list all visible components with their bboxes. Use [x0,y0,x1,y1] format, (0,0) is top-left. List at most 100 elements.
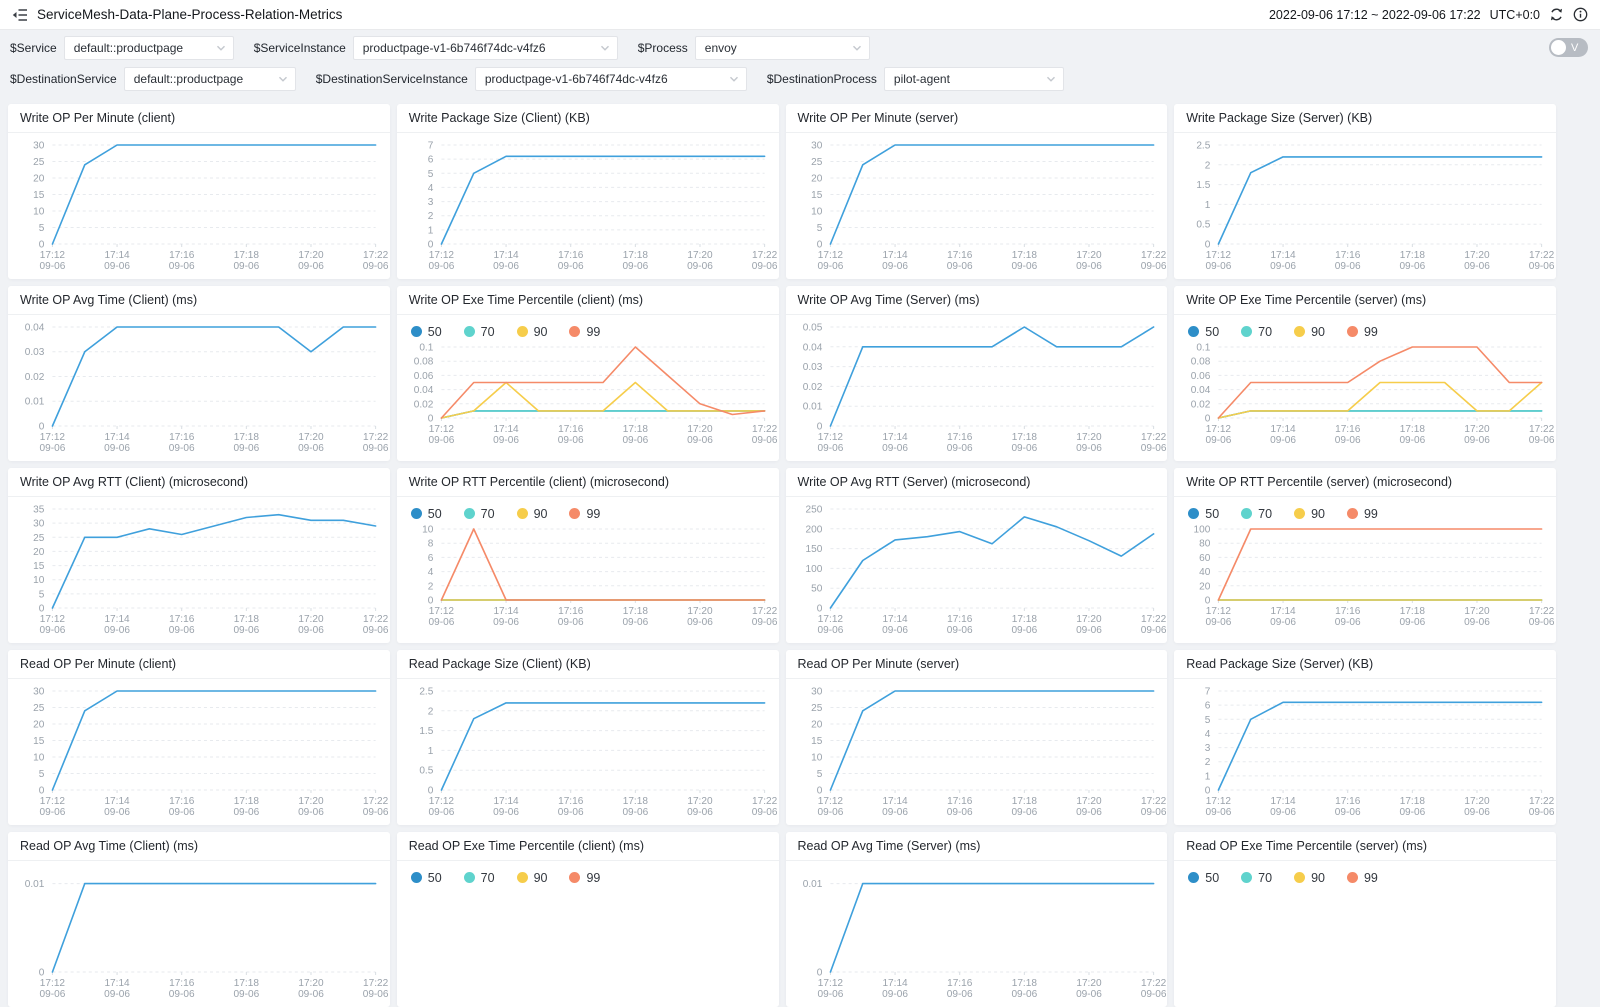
legend-item-p90[interactable]: 90 [516,507,547,521]
svg-text:09-06: 09-06 [1529,807,1555,818]
destination-service-instance-select-value: productpage-v1-6b746f74dc-v4fz6 [484,71,668,86]
chart-plot[interactable]: 00.511.522.517:1209-0617:1409-0617:1609-… [397,679,779,824]
chart-plot[interactable]: 05101520253017:1209-0617:1409-0617:1609-… [786,133,1168,278]
info-icon[interactable] [1573,7,1588,22]
panel-title: Read OP Per Minute (client) [8,650,390,679]
chart-plot[interactable]: 05101520253017:1209-0617:1409-0617:1609-… [8,679,390,824]
svg-text:17:20: 17:20 [1076,432,1102,443]
svg-text:17:16: 17:16 [1335,424,1361,435]
chart-plot[interactable]: 024681017:1209-0617:1409-0617:1609-0617:… [397,521,779,634]
filter-process-label: $Process [637,40,688,55]
filter-destination-process-label: $DestinationProcess [766,71,877,86]
destination-service-select[interactable]: default::productpage [123,66,296,91]
svg-text:0.05: 0.05 [802,323,822,334]
filter-destination-service: $DestinationService default::productpage [10,66,296,91]
chart-plot[interactable] [397,885,779,998]
panel-body: 50 70 90 99 0 0.02 0.04 0.06 0.08 0.1 17:12 09-06 17… [397,315,779,452]
refresh-icon[interactable] [1549,7,1564,22]
svg-text:09-06: 09-06 [363,989,389,1000]
legend-label: 90 [1311,324,1325,339]
chart-plot[interactable]: 0123456717:1209-0617:1409-0617:1609-0617… [397,133,779,278]
chart-plot[interactable]: 0510152025303517:1209-0617:1409-0617:160… [8,497,390,642]
legend-item-p70[interactable]: 70 [1241,325,1272,339]
legend-item-p70[interactable]: 70 [463,507,495,521]
legend-item-p50[interactable]: 50 [410,871,442,885]
svg-text:17:18: 17:18 [234,614,260,625]
process-select[interactable]: envoy [694,35,870,60]
menu-fold-icon[interactable] [12,7,28,23]
svg-text:0: 0 [816,786,822,797]
svg-text:09-06: 09-06 [1270,261,1296,272]
legend-item-p99[interactable]: 99 [1346,871,1378,885]
svg-text:17:14: 17:14 [493,796,519,807]
svg-text:5: 5 [816,223,822,234]
toggle-label: V [1571,41,1579,54]
legend-item-p50[interactable]: 50 [1188,871,1219,885]
svg-text:25: 25 [811,157,823,168]
svg-text:09-06: 09-06 [558,807,584,818]
legend-item-p50[interactable]: 50 [1188,507,1219,521]
chart-plot[interactable]: 00.511.522.517:1209-0617:1409-0617:1609-… [1174,133,1556,278]
svg-text:17:18: 17:18 [234,978,260,989]
legend-label: 99 [1363,324,1378,339]
filter-process: $Process envoy [637,35,870,60]
svg-text:17:12: 17:12 [40,614,66,625]
svg-text:09-06: 09-06 [558,435,584,446]
chart-plot[interactable]: 0123456717:1209-0617:1409-0617:1609-0617… [1174,679,1556,824]
legend-dot [463,508,475,519]
svg-text:09-06: 09-06 [1076,625,1102,636]
svg-text:09-06: 09-06 [687,807,713,818]
legend-item-p99[interactable]: 99 [569,507,600,521]
chart-plot[interactable]: 05010015020025017:1209-0617:1409-0617:16… [786,497,1168,642]
panel-title: Write OP Per Minute (client) [8,104,390,133]
service-select[interactable]: default::productpage [63,35,234,60]
svg-text:17:22: 17:22 [1529,606,1555,617]
chart-plot[interactable]: 00.020.040.060.080.117:1209-0617:1409-06… [1174,339,1556,452]
legend-item-p70[interactable]: 70 [1241,871,1272,885]
destination-service-instance-select[interactable]: productpage-v1-6b746f74dc-v4fz6 [474,66,747,91]
legend-item-p90[interactable]: 90 [1294,325,1325,339]
legend-item-p90[interactable]: 90 [1294,507,1325,521]
legend-item-p90[interactable]: 90 [1294,871,1325,885]
svg-text:17:20: 17:20 [1076,978,1102,989]
panel-read-package-size-client-kb: Read Package Size (Client) (KB) 0 0.5 1 1.5 2… [396,650,779,825]
chevron-down-icon [600,43,610,53]
legend-item-p90[interactable]: 90 [516,871,547,885]
svg-text:0: 0 [816,604,822,615]
legend-item-p70[interactable]: 70 [463,325,495,339]
chart-plot[interactable] [1174,885,1556,998]
legend-item-p50[interactable]: 50 [1188,325,1219,339]
svg-text:09-06: 09-06 [169,443,195,454]
svg-text:17:16: 17:16 [169,978,195,989]
legend-item-p70[interactable]: 70 [463,871,495,885]
service-instance-select[interactable]: productpage-v1-6b746f74dc-v4fz6 [352,35,618,60]
panel-write-op-avg-time-server-ms: Write OP Avg Time (Server) (ms) 0 0.01 0.02… [785,286,1168,461]
svg-text:2.5: 2.5 [1197,141,1211,152]
chart-plot[interactable]: 02040608010017:1209-0617:1409-0617:1609-… [1174,521,1556,634]
svg-text:17:12: 17:12 [429,424,455,435]
view-toggle[interactable]: V [1549,38,1588,57]
chart-plot[interactable]: 05101520253017:1209-0617:1409-0617:1609-… [8,133,390,278]
chart-plot[interactable]: 00.0117:1209-0617:1409-0617:1609-0617:18… [8,861,390,1006]
svg-text:09-06: 09-06 [1464,261,1490,272]
legend-item-p99[interactable]: 99 [1346,324,1378,339]
time-range[interactable]: 2022-09-06 17:12 ~ 2022-09-06 17:22 [1268,7,1481,22]
legend-item-p99[interactable]: 99 [569,325,600,339]
legend-item-p99[interactable]: 99 [1346,507,1378,521]
chart-plot[interactable]: 00.010.020.030.0417:1209-0617:1409-0617:… [8,315,390,460]
service-select-value: default::productpage [73,40,184,55]
legend-item-p50[interactable]: 50 [410,325,442,339]
panel-body: 50 70 90 99 [1174,861,1556,998]
chart-plot[interactable]: 00.010.020.030.040.0517:1209-0617:1409-0… [786,315,1168,460]
legend-item-p99[interactable]: 99 [569,871,600,885]
legend-item-p50[interactable]: 50 [410,507,442,521]
destination-process-select[interactable]: pilot-agent [883,66,1064,91]
svg-text:17:12: 17:12 [817,614,843,625]
chart-plot[interactable]: 05101520253017:1209-0617:1409-0617:1609-… [786,679,1168,824]
chart-plot[interactable]: 00.0117:1209-0617:1409-0617:1609-0617:18… [786,861,1168,1006]
chart-plot[interactable]: 00.020.040.060.080.117:1209-0617:1409-06… [397,339,779,452]
svg-text:17:14: 17:14 [882,250,908,261]
legend-item-p70[interactable]: 70 [1241,507,1272,521]
svg-text:200: 200 [805,524,822,535]
legend-item-p90[interactable]: 90 [516,325,547,339]
